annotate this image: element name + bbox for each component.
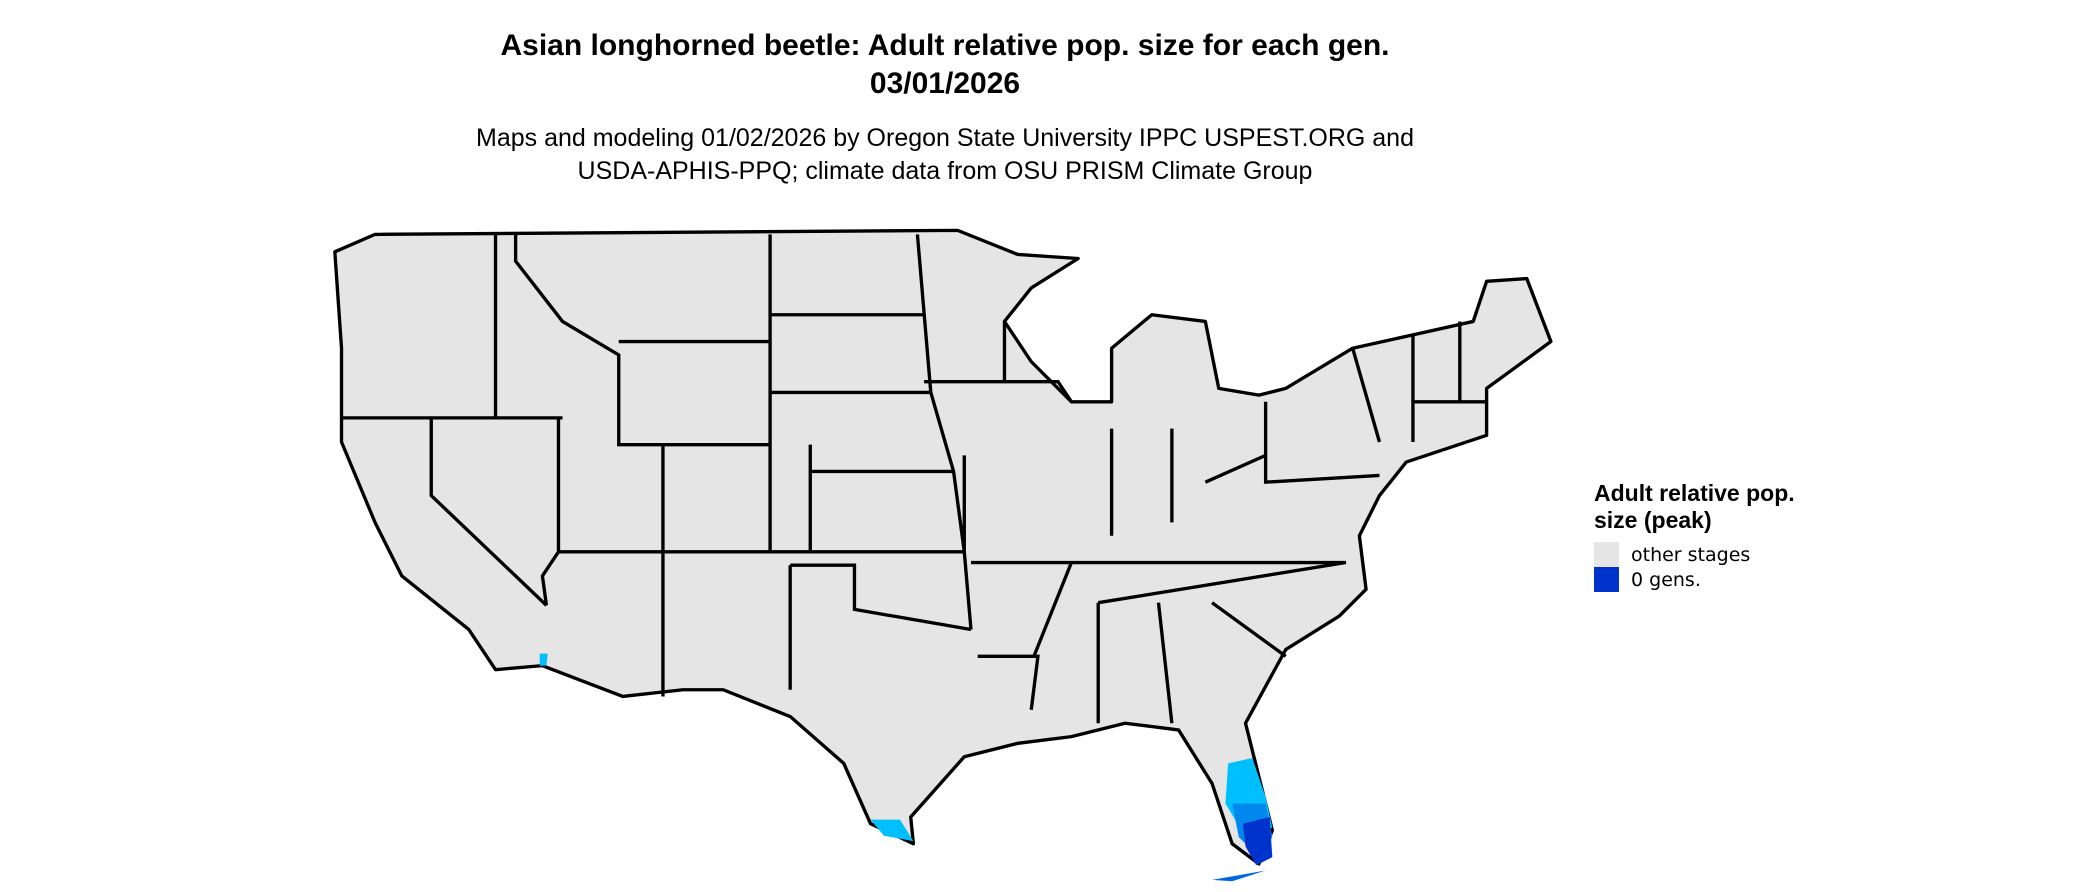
map-date: 03/01/2026 <box>869 67 1021 100</box>
map-subtitle-line2: USDA-APHIS-PPQ; climate data from OSU PR… <box>577 157 1313 185</box>
legend-swatch <box>1594 542 1619 567</box>
map-subtitle-line1: Maps and modeling 01/02/2026 by Oregon S… <box>476 124 1414 152</box>
legend-label: other stages <box>1631 543 1751 566</box>
arizona-pop-size-shading <box>539 653 548 666</box>
legend-title: Adult relative pop. size (peak) <box>1594 480 1795 533</box>
legend-swatch <box>1594 567 1619 592</box>
legend-item-0-gens: 0 gens. <box>1594 567 1814 592</box>
map-title: Asian longhorned beetle: Adult relative … <box>500 29 1390 62</box>
florida-pop-size-shading <box>1212 758 1273 882</box>
us-land <box>333 228 1553 866</box>
legend-label: 0 gens. <box>1631 568 1701 591</box>
legend: Adult relative pop. size (peak) other st… <box>1594 480 1814 592</box>
texas-pop-size-shading <box>870 819 914 842</box>
legend-item-other-stages: other stages <box>1594 542 1814 567</box>
state-borders <box>341 234 1487 724</box>
